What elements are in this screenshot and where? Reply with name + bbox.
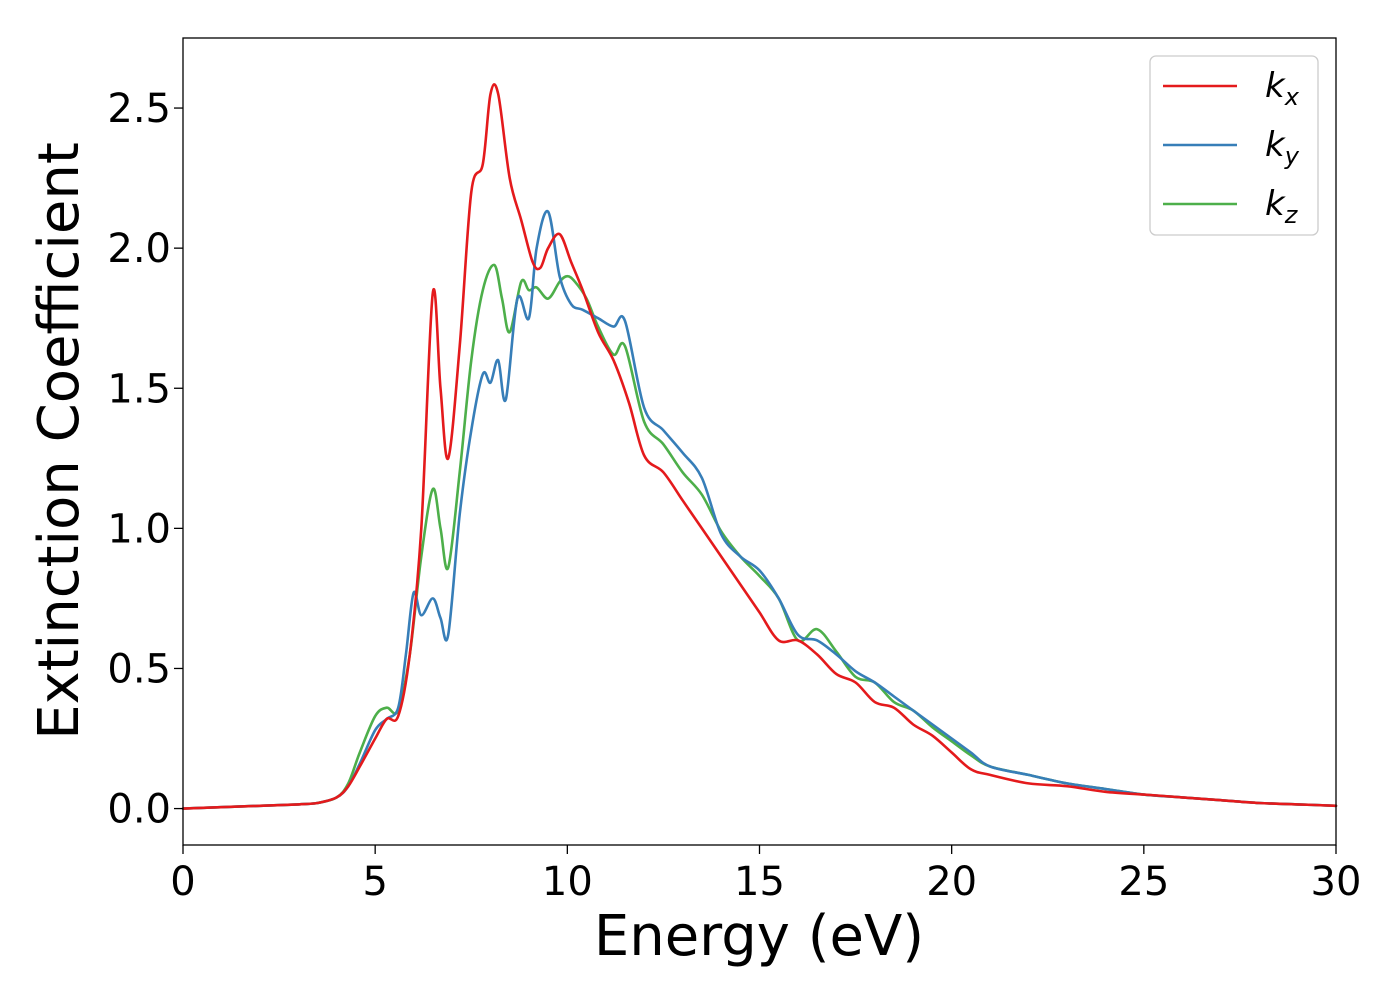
series-layer: [181, 83, 1338, 810]
legend-label-k-y: ky: [1265, 125, 1300, 170]
y-tick-label: 2.0: [107, 226, 171, 272]
series-line-k-y: [181, 209, 1338, 810]
y-axis-title: Extinction Coefficient: [27, 142, 92, 740]
y-tick-label: 1.0: [107, 506, 171, 552]
x-tick-label: 20: [926, 859, 977, 905]
x-tick-label: 5: [362, 859, 387, 905]
x-tick-label: 10: [542, 859, 593, 905]
x-tick-label: 0: [170, 859, 195, 905]
legend-label-k-x: kx: [1265, 66, 1300, 111]
legend: kx ky kz: [1149, 55, 1319, 236]
y-tick-label: 0.5: [107, 646, 171, 692]
series-line-k-x: [181, 83, 1338, 810]
x-tick-label: 30: [1311, 859, 1362, 905]
plot-background: [183, 38, 1336, 845]
x-axis-title: Energy (eV): [594, 904, 924, 969]
y-tick-label: 1.5: [107, 366, 171, 412]
legend-label-k-z: kz: [1265, 184, 1299, 229]
x-tick-label: 15: [734, 859, 785, 905]
y-axis: 0.0 0.5 1.0 1.5 2.0 2.5: [107, 86, 183, 833]
x-tick-label: 25: [1118, 859, 1169, 905]
y-tick-label: 0.0: [107, 787, 171, 833]
x-axis: 0 5 10 15 20 25 30: [170, 845, 1361, 905]
y-tick-label: 2.5: [107, 86, 171, 132]
